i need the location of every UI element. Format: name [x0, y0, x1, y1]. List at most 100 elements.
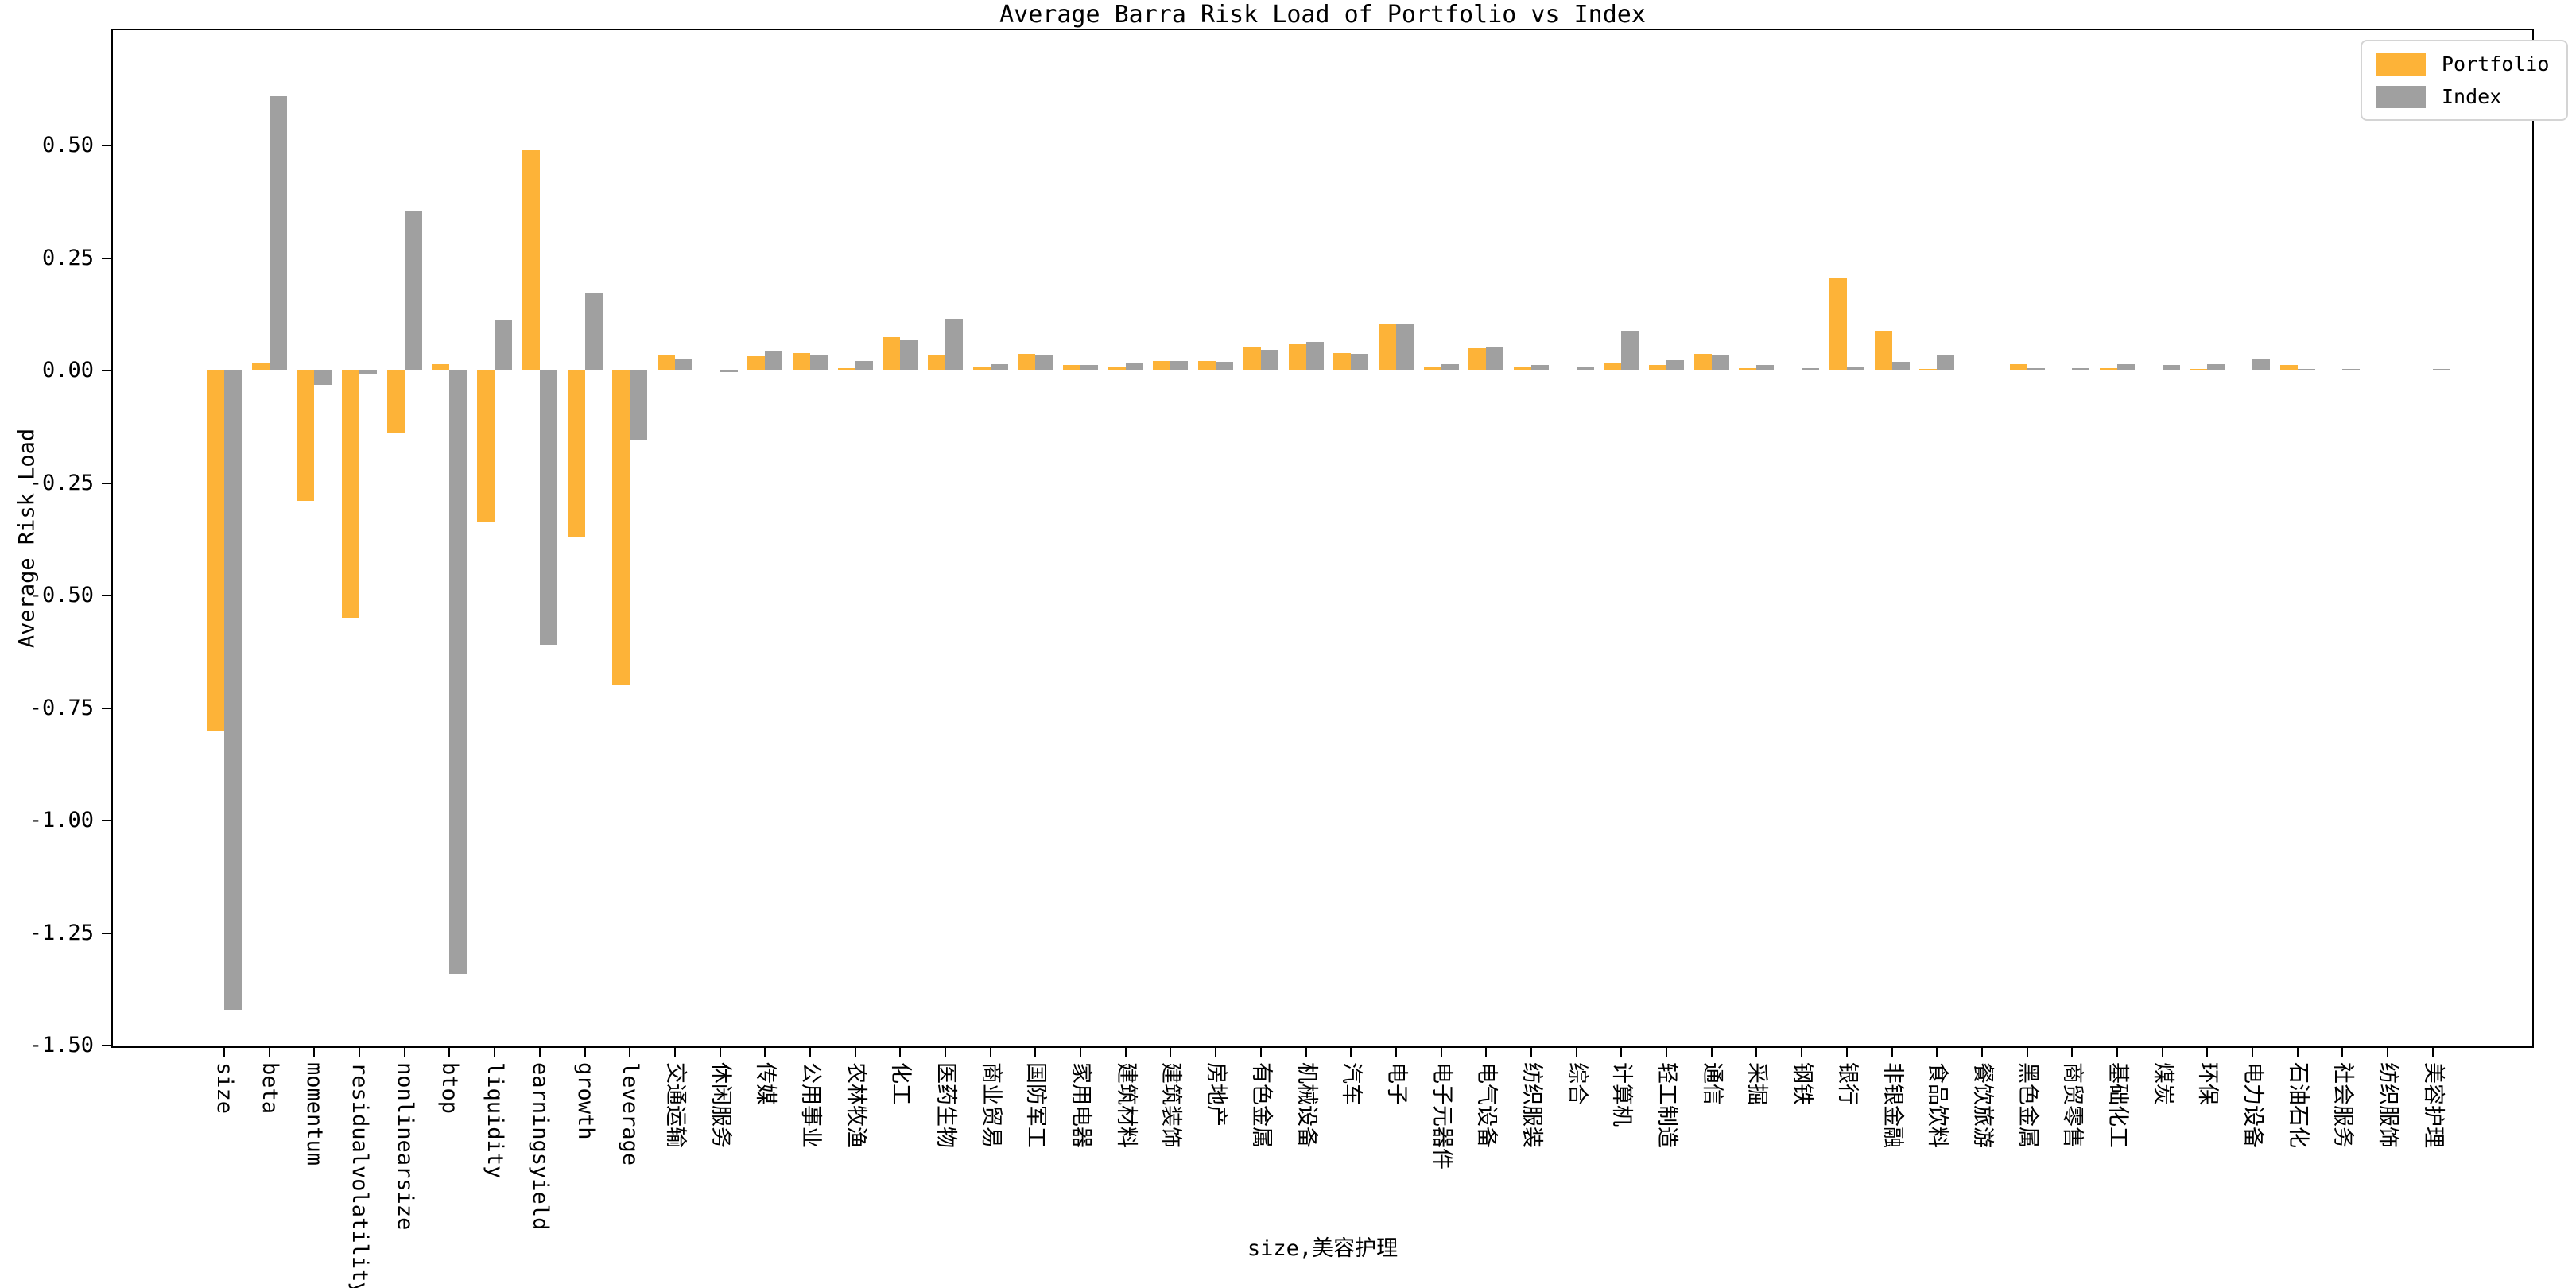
plot-area [111, 29, 2534, 1048]
x-tick-38 [1936, 1048, 1938, 1057]
y-tick-label-1: 0.25 [41, 245, 94, 270]
x-tick-1 [268, 1048, 270, 1057]
bar-index-14 [855, 360, 873, 371]
x-tick-39 [1980, 1048, 1983, 1057]
x-tick-42 [2116, 1048, 2118, 1057]
y-tick-7 [102, 932, 111, 934]
bar-index-4 [404, 211, 422, 371]
bar-index-33 [1711, 355, 1729, 371]
bar-portfolio-37 [1874, 330, 1892, 371]
x-tick-20 [1124, 1048, 1127, 1057]
bar-portfolio-26 [1378, 324, 1396, 371]
x-tick-33 [1710, 1048, 1713, 1057]
x-tick-45 [2252, 1048, 2254, 1057]
x-tick-32 [1666, 1048, 1668, 1057]
bar-index-19 [1080, 365, 1099, 371]
bar-index-43 [2162, 364, 2180, 371]
bar-index-20 [1125, 362, 1143, 371]
x-tick-label-31: 计算机 [1609, 1062, 1635, 1127]
x-tick-label-30: 综合 [1564, 1062, 1589, 1105]
x-tick-label-2: momentum [302, 1062, 328, 1166]
bar-index-15 [900, 339, 918, 371]
x-tick-label-49: 美容护理 [2420, 1062, 2446, 1148]
bar-index-45 [2252, 359, 2271, 371]
x-tick-label-26: 电子 [1383, 1062, 1409, 1105]
x-tick-label-44: 环保 [2195, 1062, 2221, 1105]
bar-index-32 [1666, 359, 1685, 371]
x-tick-label-23: 有色金属 [1248, 1062, 1274, 1148]
x-tick-label-32: 轻工制造 [1655, 1062, 1680, 1148]
bar-portfolio-38 [1919, 368, 1938, 371]
legend-item-portfolio: Portfolio [2376, 52, 2549, 76]
x-tick-label-36: 银行 [1834, 1062, 1860, 1105]
y-tick-label-7: -1.25 [29, 920, 94, 945]
x-tick-label-7: earningsyield [527, 1062, 553, 1231]
x-tick-31 [1620, 1048, 1623, 1057]
x-tick-label-38: 食品饮料 [1925, 1062, 1950, 1148]
bar-index-46 [2297, 368, 2315, 371]
x-tick-12 [764, 1048, 766, 1057]
x-tick-label-40: 黑色金属 [2015, 1062, 2040, 1148]
bar-portfolio-31 [1604, 362, 1622, 371]
x-tick-label-18: 国防军工 [1023, 1062, 1049, 1148]
x-tick-label-12: 传媒 [753, 1062, 778, 1105]
x-tick-37 [1891, 1048, 1893, 1057]
x-tick-28 [1485, 1048, 1488, 1057]
x-tick-18 [1034, 1048, 1037, 1057]
x-tick-35 [1801, 1048, 1803, 1057]
bar-index-47 [2342, 368, 2361, 371]
bar-portfolio-12 [747, 356, 766, 371]
x-tick-21 [1170, 1048, 1172, 1057]
y-tick-5 [102, 707, 111, 709]
bar-index-10 [674, 358, 692, 371]
x-tick-label-20: 建筑材料 [1113, 1062, 1139, 1148]
bar-portfolio-2 [297, 370, 315, 502]
x-tick-11 [719, 1048, 721, 1057]
x-tick-2 [313, 1048, 316, 1057]
y-tick-label-8: -1.50 [29, 1033, 94, 1058]
bar-portfolio-36 [1829, 278, 1847, 371]
x-tick-40 [2026, 1048, 2028, 1057]
x-tick-5 [448, 1048, 451, 1057]
x-tick-label-22: 房地产 [1204, 1062, 1229, 1127]
bar-portfolio-4 [386, 370, 405, 434]
bar-index-7 [539, 370, 557, 646]
bar-portfolio-13 [792, 352, 810, 371]
bar-portfolio-19 [1063, 365, 1081, 371]
legend-item-index: Index [2376, 85, 2549, 108]
x-tick-label-4: nonlinearsize [392, 1062, 417, 1231]
bar-index-42 [2116, 364, 2135, 371]
x-tick-label-8: growth [572, 1062, 598, 1140]
bar-index-27 [1441, 363, 1459, 371]
bar-index-38 [1937, 355, 1955, 371]
bar-portfolio-7 [522, 149, 540, 371]
x-tick-label-9: leverage [618, 1062, 643, 1166]
legend-label-portfolio: Portfolio [2442, 52, 2550, 76]
y-tick-1 [102, 257, 111, 259]
x-tick-15 [899, 1048, 902, 1057]
bar-portfolio-28 [1468, 347, 1487, 371]
x-tick-4 [403, 1048, 405, 1057]
bar-index-9 [630, 370, 648, 440]
x-tick-label-42: 基础化工 [2105, 1062, 2130, 1148]
bar-index-30 [1576, 367, 1594, 371]
x-tick-22 [1215, 1048, 1217, 1057]
x-tick-30 [1575, 1048, 1577, 1057]
y-tick-label-4: -0.50 [29, 583, 94, 608]
x-tick-label-5: btop [437, 1062, 463, 1115]
y-tick-label-3: -0.25 [29, 470, 94, 495]
bar-portfolio-34 [1739, 367, 1757, 371]
bar-index-49 [2432, 369, 2450, 371]
bar-portfolio-16 [928, 355, 946, 371]
x-tick-label-3: residualvolatility [347, 1062, 373, 1288]
x-tick-label-45: 电力设备 [2240, 1062, 2266, 1148]
bar-portfolio-24 [1288, 344, 1306, 371]
x-tick-label-17: 商业贸易 [978, 1062, 1003, 1148]
x-tick-label-16: 医药生物 [933, 1062, 959, 1148]
x-tick-29 [1530, 1048, 1532, 1057]
y-tick-0 [102, 145, 111, 147]
x-tick-17 [989, 1048, 991, 1057]
x-tick-34 [1755, 1048, 1758, 1057]
y-tick-2 [102, 370, 111, 372]
